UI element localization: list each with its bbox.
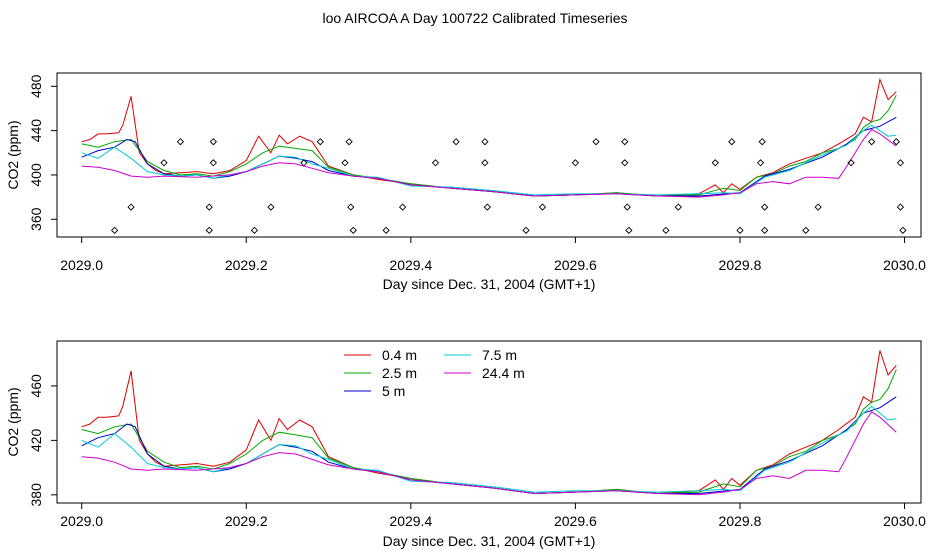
- diamond-marker: [483, 203, 491, 211]
- plot-frame: [56, 72, 922, 238]
- y-tick-label: 380: [28, 483, 44, 507]
- bottom-panel: 2029.0 2029.2 2029.4 2029.6 2029.8 2030.0 380 4…: [5, 340, 926, 549]
- legend-label: 0.4 m: [382, 347, 417, 363]
- series-line-7-5-m: [81, 124, 897, 196]
- series-line-24-4-m: [81, 411, 897, 496]
- diamond-marker: [802, 226, 810, 234]
- x-tick-label: 2029.8: [719, 257, 762, 273]
- diamond-marker: [571, 159, 580, 167]
- y-axis-label: CO2 (ppm): [5, 120, 21, 189]
- x-tick-label: 2029.8: [719, 513, 762, 529]
- diamond-marker: [896, 203, 905, 211]
- legend: 0.4 m 2.5 m 5 m 7.5 m 24.4 m: [344, 347, 525, 399]
- diamond-marker: [160, 159, 168, 167]
- diamond-marker: [814, 203, 822, 211]
- x-tick-label: 2030.0: [883, 257, 926, 273]
- diamond-marker: [867, 138, 876, 146]
- diamond-marker: [736, 226, 744, 234]
- series-line-2-5-m: [81, 369, 897, 495]
- series-line-7-5-m: [81, 405, 897, 493]
- diamond-marker: [728, 138, 736, 146]
- y-tick-label: 480: [28, 74, 44, 98]
- legend-label: 5 m: [382, 383, 405, 399]
- x-axis-label: Day since Dec. 31, 2004 (GMT+1): [383, 533, 596, 549]
- diamond-marker: [127, 203, 135, 211]
- diamond-marker: [176, 138, 185, 146]
- series-line-0-4-m: [81, 77, 897, 197]
- diamond-marker: [662, 226, 670, 234]
- x-tick-label: 2030.0: [883, 513, 926, 529]
- diamond-marker: [300, 159, 308, 167]
- series-line-5-m: [81, 116, 897, 197]
- y-tick-label: 420: [28, 428, 44, 452]
- diamond-marker: [316, 138, 324, 146]
- diamond-marker: [431, 159, 440, 167]
- diamond-marker: [625, 226, 633, 234]
- x-tick-label: 2029.0: [60, 513, 103, 529]
- diamond-marker: [674, 203, 682, 211]
- diamond-marker: [847, 159, 855, 167]
- diamond-marker: [382, 226, 390, 234]
- diamond-marker: [896, 159, 905, 167]
- y-tick-label: 460: [28, 374, 44, 398]
- diamond-marker: [623, 203, 631, 211]
- x-tick-label: 2029.2: [225, 257, 268, 273]
- diamond-marker: [209, 159, 217, 167]
- diamond-marker: [481, 159, 489, 167]
- diamond-marker: [250, 226, 259, 234]
- diamond-marker: [345, 138, 353, 146]
- diamond-marker: [899, 226, 907, 234]
- diamond-marker: [892, 138, 900, 146]
- y-axis-label: CO2 (ppm): [5, 387, 21, 456]
- x-tick-label: 2029.4: [389, 513, 432, 529]
- diamond-marker: [209, 138, 217, 146]
- y-tick-label: 440: [28, 119, 44, 143]
- x-tick-label: 2029.2: [225, 513, 268, 529]
- diamond-marker: [711, 159, 719, 167]
- diamond-marker: [205, 203, 213, 211]
- diamond-marker: [341, 159, 349, 167]
- x-tick-label: 2029.0: [60, 257, 103, 273]
- diamond-marker: [761, 203, 769, 211]
- diamond-marker: [349, 226, 357, 234]
- legend-label: 24.4 m: [482, 365, 525, 381]
- x-tick-label: 2029.4: [389, 257, 432, 273]
- diamond-marker: [621, 159, 629, 167]
- diamond-marker: [522, 226, 530, 234]
- diamond-marker: [761, 226, 769, 234]
- legend-label: 7.5 m: [482, 347, 517, 363]
- diamond-marker: [205, 226, 213, 234]
- chart-title: loo AIRCOA A Day 100722 Calibrated Times…: [322, 10, 628, 26]
- series-line-24-4-m: [81, 128, 897, 198]
- diamond-marker: [481, 138, 489, 146]
- diamond-marker: [267, 203, 275, 211]
- x-axis-label: Day since Dec. 31, 2004 (GMT+1): [383, 276, 596, 292]
- series-line-5-m: [81, 396, 897, 495]
- legend-label: 2.5 m: [382, 365, 417, 381]
- y-tick-label: 360: [28, 207, 44, 231]
- plot-area: [81, 350, 897, 496]
- plot-frame: [56, 340, 922, 504]
- series-line-2-5-m: [81, 94, 897, 197]
- x-tick-label: 2029.6: [554, 257, 597, 273]
- top-panel: 2029.0 2029.2 2029.4 2029.6 2029.8 2030.0 360 4…: [5, 72, 926, 292]
- x-tick-label: 2029.6: [554, 513, 597, 529]
- y-tick-label: 400: [28, 163, 44, 187]
- diamond-marker: [398, 203, 407, 211]
- diamond-marker: [758, 138, 766, 146]
- diamond-marker: [592, 138, 600, 146]
- diamond-marker: [756, 159, 765, 167]
- diamond-marker: [621, 138, 629, 146]
- diamond-marker: [110, 226, 119, 234]
- diamond-marker: [452, 138, 460, 146]
- plot-area: [81, 77, 907, 234]
- diamond-marker: [538, 203, 547, 211]
- diamond-marker: [347, 203, 355, 211]
